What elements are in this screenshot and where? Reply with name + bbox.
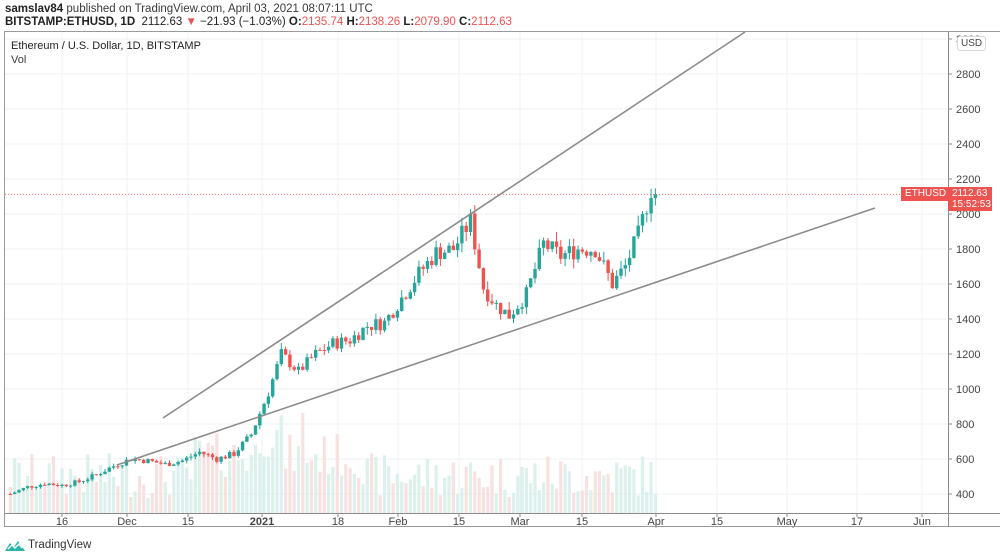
- time-tick-label: May: [777, 516, 798, 528]
- time-tick-label: 18: [332, 516, 344, 528]
- low-value: 2079.90: [414, 16, 456, 28]
- price-tick-label: 1800: [956, 244, 980, 256]
- bar-countdown: 15:52:53: [952, 199, 991, 210]
- grid: [5, 32, 948, 513]
- time-tick-label: 2021: [250, 516, 274, 528]
- high-label: H:: [346, 16, 359, 28]
- price-tick-label: 1600: [956, 279, 980, 291]
- tradingview-logo-icon: [5, 541, 25, 551]
- author-name: samslav84: [5, 3, 64, 15]
- time-tick-label: 15: [182, 516, 194, 528]
- time-tick-label: Mar: [511, 516, 530, 528]
- chart-frame: [4, 31, 1000, 527]
- price-tick-label: 1400: [956, 314, 980, 326]
- currency-button[interactable]: USD: [957, 36, 987, 51]
- last-price-tag: 2112.63 15:52:53: [948, 187, 992, 211]
- symbol-price-tag: ETHUSD: [901, 187, 951, 201]
- chart-legend: Ethereum / U.S. Dollar, 1D, BITSTAMP Vol: [11, 39, 201, 67]
- lower-trendline[interactable]: [116, 207, 876, 466]
- close-value: 2112.63: [471, 16, 512, 28]
- time-tick-label: Dec: [117, 516, 137, 528]
- open-value: 2135.74: [301, 16, 344, 28]
- time-tick-label: Feb: [389, 516, 408, 528]
- price-tick-label: 400: [956, 489, 974, 501]
- down-arrow-icon: ▼: [185, 16, 197, 28]
- tradingview-logo[interactable]: TradingView: [5, 539, 91, 551]
- candles: [8, 188, 658, 495]
- price-tick-label: 600: [956, 454, 974, 466]
- time-tick-label: 15: [711, 516, 723, 528]
- upper-trendline[interactable]: [162, 31, 746, 419]
- time-tick-label: 15: [453, 516, 465, 528]
- price-tick-label: 1200: [956, 349, 980, 361]
- time-tick-label: Jun: [913, 516, 931, 528]
- open-label: O:: [288, 16, 302, 28]
- price-tick-label: 2800: [956, 69, 980, 81]
- time-tick-label: 17: [851, 516, 863, 528]
- price-tick-label: 1000: [956, 384, 980, 396]
- price-tick-label: 2000: [956, 209, 980, 221]
- ohlc-bar: BITSTAMP:ETHUSD, 1D 2112.63 ▼ −21.93 (−1…: [5, 16, 512, 28]
- price-tick-label: 2400: [956, 139, 980, 151]
- close-label: C:: [459, 16, 472, 28]
- series-title: Ethereum / U.S. Dollar, 1D, BITSTAMP: [11, 40, 201, 52]
- price-tick-label: 800: [956, 419, 974, 431]
- volume-bars: [8, 413, 657, 513]
- low-label: L:: [403, 16, 415, 28]
- price-change: −21.93 (−1.03%): [200, 16, 286, 28]
- time-tick-label: Apr: [647, 516, 664, 528]
- publish-text: published on TradingView.com, April 03, …: [66, 3, 373, 15]
- symbol-label: BITSTAMP:ETHUSD, 1D: [5, 16, 136, 28]
- time-tick-label: 15: [576, 516, 588, 528]
- publish-info: samslav84 published on TradingView.com, …: [5, 3, 373, 15]
- price-tick-label: 2600: [956, 104, 980, 116]
- last-price: 2112.63: [141, 16, 183, 28]
- brand-name: TradingView: [28, 539, 92, 551]
- price-tick-label: 2200: [956, 174, 980, 186]
- high-value: 2138.26: [358, 16, 401, 28]
- volume-label: Vol: [11, 54, 27, 66]
- time-tick-label: 16: [56, 516, 68, 528]
- last-price-value: 2112.63: [952, 188, 988, 199]
